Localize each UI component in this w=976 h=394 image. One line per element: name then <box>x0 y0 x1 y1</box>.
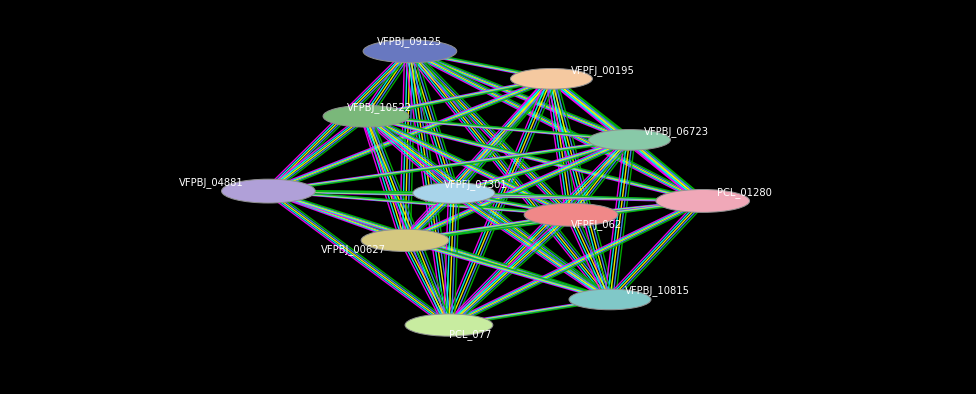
Text: VFPBJ_10522: VFPBJ_10522 <box>346 102 412 113</box>
Text: VFPBJ_00627: VFPBJ_00627 <box>320 244 386 255</box>
Ellipse shape <box>656 190 750 212</box>
Text: PCL_077: PCL_077 <box>449 329 491 340</box>
Text: VFPFJ_00195: VFPFJ_00195 <box>571 65 634 76</box>
Text: VFPBJ_10815: VFPBJ_10815 <box>625 285 690 296</box>
Ellipse shape <box>363 40 457 63</box>
Ellipse shape <box>323 106 409 127</box>
Ellipse shape <box>361 229 449 251</box>
Ellipse shape <box>524 203 618 226</box>
Ellipse shape <box>405 314 493 336</box>
Ellipse shape <box>589 130 671 150</box>
Text: VFPFJ_07301: VFPFJ_07301 <box>444 179 508 190</box>
Text: VFPBJ_04881: VFPBJ_04881 <box>180 177 244 188</box>
Ellipse shape <box>413 183 495 203</box>
Ellipse shape <box>222 179 315 203</box>
Ellipse shape <box>569 289 651 310</box>
Text: VFPFJ_062: VFPFJ_062 <box>571 219 623 230</box>
Text: VFPBJ_06723: VFPBJ_06723 <box>644 126 710 137</box>
Text: PCL_01280: PCL_01280 <box>717 187 772 198</box>
Text: VFPBJ_09125: VFPBJ_09125 <box>378 36 442 47</box>
Ellipse shape <box>510 69 592 89</box>
